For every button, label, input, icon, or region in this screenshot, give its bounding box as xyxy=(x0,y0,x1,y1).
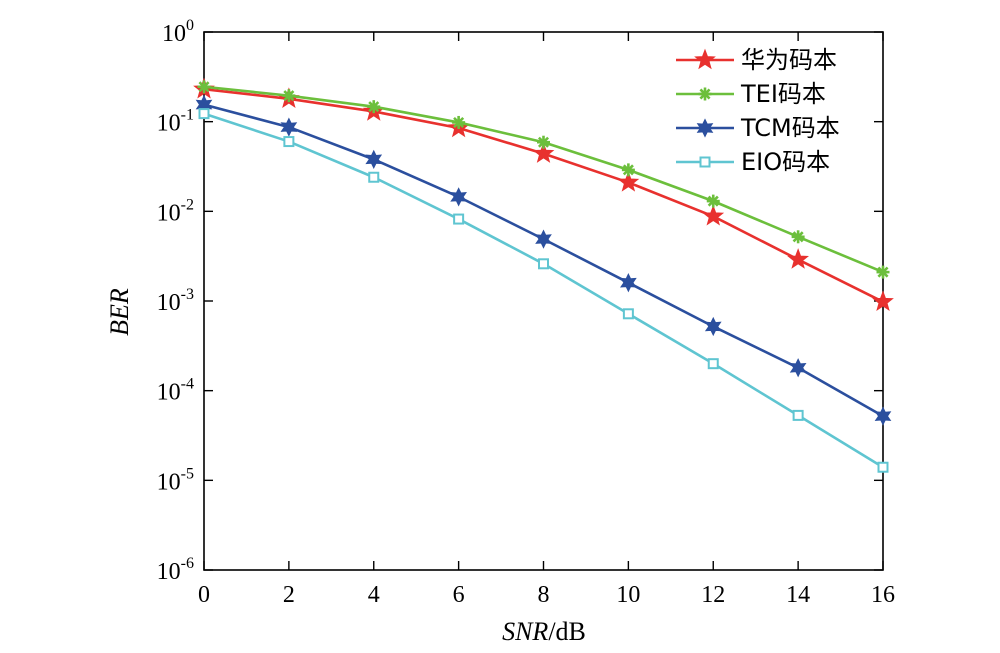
legend-entry: TEI码本 xyxy=(676,80,826,108)
legend-marker xyxy=(699,156,711,168)
data-point xyxy=(538,258,549,270)
data-point xyxy=(453,213,465,225)
data-point xyxy=(452,115,466,129)
data-point xyxy=(535,229,552,249)
x-tick-label: 6 xyxy=(453,582,465,608)
series-3 xyxy=(195,94,892,426)
data-point xyxy=(198,108,210,120)
data-point xyxy=(872,290,894,312)
x-tick-label: 4 xyxy=(368,582,380,608)
data-point xyxy=(365,149,383,169)
y-axis-title: BER xyxy=(105,288,134,336)
data-point xyxy=(877,461,889,473)
marker-stroke xyxy=(198,81,210,93)
data-point xyxy=(704,316,722,337)
marker-stroke xyxy=(699,88,711,100)
legend-entry: TCM码本 xyxy=(676,114,840,142)
x-tick-label: 12 xyxy=(701,582,725,608)
x-axis-title: SNR/dB xyxy=(502,617,586,646)
data-point xyxy=(368,171,380,183)
data-point xyxy=(702,204,725,226)
data-point xyxy=(707,358,719,370)
marker-stroke xyxy=(537,136,550,148)
data-point xyxy=(620,273,637,293)
data-point xyxy=(280,117,298,137)
legend-entry: EIO码本 xyxy=(676,148,830,176)
x-tick-label: 8 xyxy=(538,582,550,608)
data-point xyxy=(792,409,804,421)
x-tick-label: 2 xyxy=(283,582,295,608)
data-point xyxy=(791,230,805,244)
marker-stroke xyxy=(707,195,719,207)
y-tick-label: 10-1 xyxy=(157,107,194,137)
data-point xyxy=(537,135,550,149)
series-2 xyxy=(197,80,890,279)
data-point xyxy=(876,265,890,279)
x-axis-title-unit: /dB xyxy=(548,617,586,646)
y-tick-label: 10-4 xyxy=(157,376,194,406)
data-point xyxy=(283,136,295,148)
x-axis-title-main: SNR xyxy=(502,617,548,646)
legend-entry: 华为码本 xyxy=(676,46,837,74)
legend-label: 华为码本 xyxy=(741,46,837,74)
plot-frame xyxy=(203,31,884,571)
x-tick-label: 16 xyxy=(871,582,895,608)
y-tick-label: 10-5 xyxy=(157,465,194,495)
legend-label: TCM码本 xyxy=(740,114,840,142)
data-point xyxy=(622,308,634,320)
data-point xyxy=(197,80,211,94)
data-point xyxy=(617,171,640,192)
x-tick-label: 14 xyxy=(786,582,810,608)
data-point xyxy=(450,187,467,207)
marker-stroke xyxy=(283,90,295,102)
legend-marker xyxy=(694,48,716,70)
x-tick-label: 10 xyxy=(616,582,640,608)
marker-stroke xyxy=(622,164,634,176)
data-point xyxy=(532,142,555,163)
data-point xyxy=(789,358,807,378)
y-tick-label: 10-3 xyxy=(157,286,194,316)
y-tick-label: 100 xyxy=(162,17,194,47)
legend-label: EIO码本 xyxy=(741,148,830,176)
marker-stroke xyxy=(368,101,380,113)
data-point xyxy=(787,248,809,269)
marker-stroke xyxy=(453,116,465,128)
y-tick-label: 10-6 xyxy=(157,555,194,585)
data-point xyxy=(621,163,635,177)
data-point xyxy=(706,194,720,208)
data-point xyxy=(367,100,381,114)
x-tick-label: 0 xyxy=(198,582,210,608)
marker-stroke xyxy=(877,266,889,278)
data-point xyxy=(874,406,892,426)
data-point xyxy=(282,89,296,103)
marker-stroke xyxy=(792,231,804,243)
legend-marker xyxy=(696,118,714,138)
legend-label: TEI码本 xyxy=(740,80,826,108)
legend-marker xyxy=(698,87,712,101)
series-4 xyxy=(198,108,889,473)
y-tick-label: 10-2 xyxy=(157,196,194,226)
